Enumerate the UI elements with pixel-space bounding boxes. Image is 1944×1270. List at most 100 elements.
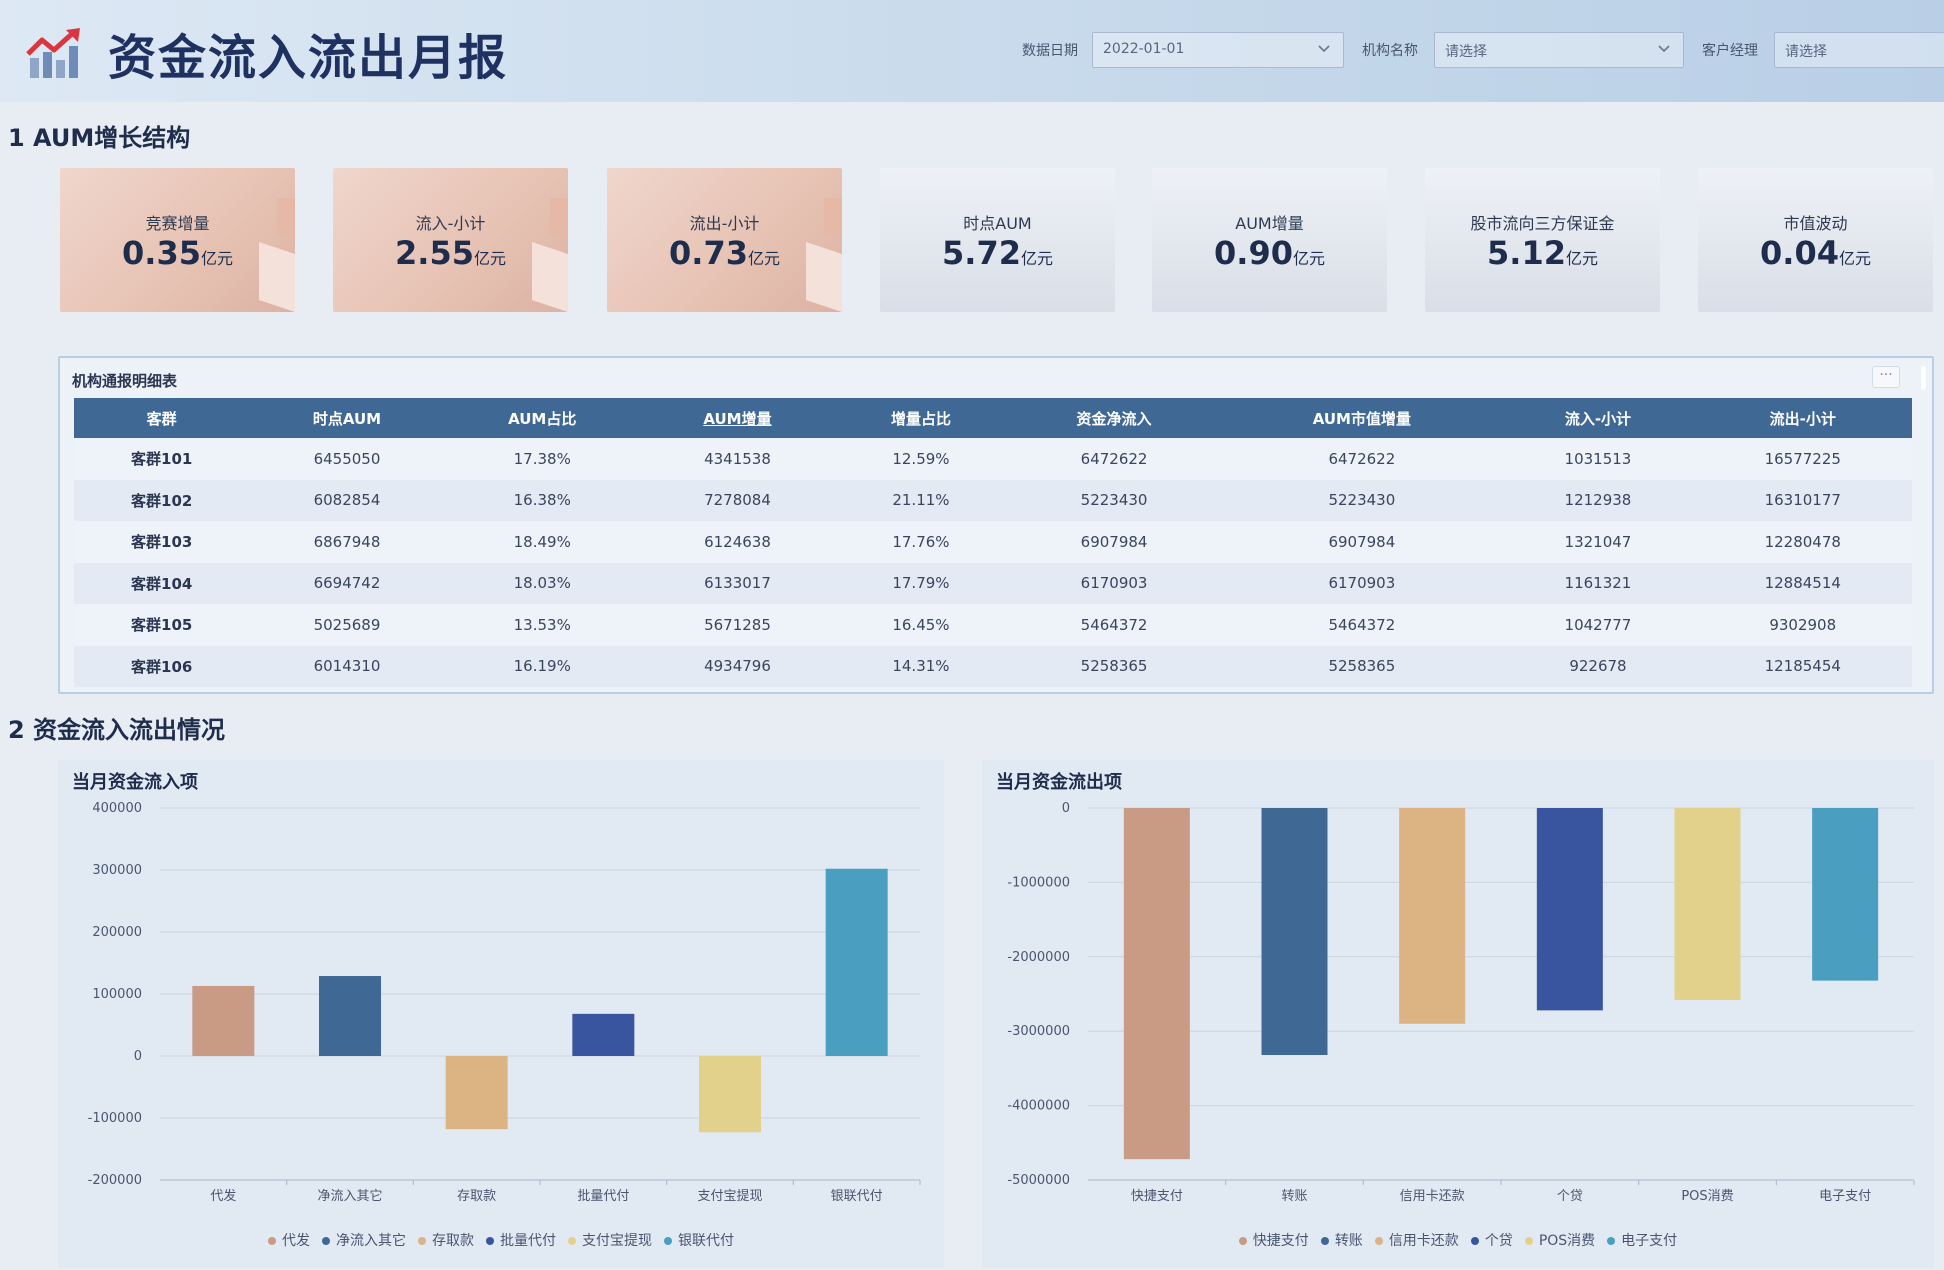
table-row[interactable]: 客群105 5025689 13.53% 5671285 16.45% 5464372 54… xyxy=(74,604,1912,646)
column-header[interactable]: 资金净流入 xyxy=(1006,398,1222,438)
bar-快捷支付 xyxy=(1123,808,1190,1160)
table-cell: 13.53% xyxy=(444,604,640,646)
table-cell: 6133017 xyxy=(639,562,836,604)
table-cell: 1321047 xyxy=(1502,521,1694,563)
date-select[interactable]: 2022-01-01 xyxy=(1092,32,1344,68)
table-title: 机构通报明细表 xyxy=(72,372,178,390)
table-cell: 客群104 xyxy=(74,562,250,604)
legend-item[interactable]: 信用卡还款 xyxy=(1374,1230,1459,1250)
bar-存取款 xyxy=(445,1056,508,1130)
kpi-value: 0.90亿元 xyxy=(1214,234,1325,272)
table-cell: 17.79% xyxy=(835,562,1007,604)
legend-dot-icon xyxy=(1524,1237,1533,1245)
table-row[interactable]: 客群106 6014310 16.19% 4934796 14.31% 5258365 52… xyxy=(74,645,1912,687)
legend-dot-icon xyxy=(1470,1237,1479,1245)
column-header[interactable]: 客群 xyxy=(74,398,250,438)
table-cell: 5258365 xyxy=(1221,645,1503,687)
y-tick-label: -4000000 xyxy=(1007,1099,1070,1114)
legend-item[interactable]: POS消费 xyxy=(1524,1230,1596,1250)
table-cell: 6170903 xyxy=(1006,562,1222,604)
inflow-chart: -200000 -100000 0 100000 200000 300000 400000 代… xyxy=(88,801,921,1204)
x-tick-label: 批量代付 xyxy=(577,1189,629,1204)
org-select[interactable]: 请选择 xyxy=(1434,32,1684,68)
table-cell: 14.31% xyxy=(835,645,1007,687)
legend-label: 转账 xyxy=(1334,1233,1363,1249)
legend-item[interactable]: 个贷 xyxy=(1470,1230,1513,1250)
table-cell: 6170903 xyxy=(1221,562,1503,604)
legend-item[interactable]: 银联代付 xyxy=(664,1230,734,1250)
legend-item[interactable]: 转账 xyxy=(1320,1230,1363,1250)
y-tick-label: -1000000 xyxy=(1007,875,1070,890)
table-header-row: 客群 时点AUM AUM占比 AUM增量 增量占比 资金净流入 AUM市值增量 … xyxy=(74,398,1912,438)
table-cell: 17.76% xyxy=(835,521,1007,563)
more-options-button[interactable]: ··· xyxy=(1872,366,1900,388)
column-header[interactable]: 流出-小计 xyxy=(1693,398,1912,438)
legend-dot-icon xyxy=(1238,1237,1247,1245)
kpi-card: AUM增量 0.90亿元 xyxy=(1152,168,1387,312)
table-cell: 客群102 xyxy=(74,479,250,521)
table-cell: 922678 xyxy=(1502,645,1694,687)
table-row[interactable]: 客群104 6694742 18.03% 6133017 17.79% 6170903 61… xyxy=(74,562,1912,604)
manager-select-value: 请选择 xyxy=(1785,44,1827,60)
table-row[interactable]: 客群103 6867948 18.49% 6124638 17.76% 6907984 69… xyxy=(74,521,1912,563)
org-select-value: 请选择 xyxy=(1445,44,1487,60)
kpi-label: 流入-小计 xyxy=(415,214,486,233)
table-cell: 16.38% xyxy=(444,479,640,521)
column-header[interactable]: 流入-小计 xyxy=(1502,398,1694,438)
chart-title: 当月资金流出项 xyxy=(996,772,1122,793)
legend-label: 存取款 xyxy=(432,1233,474,1249)
bar-银联代付 xyxy=(825,868,888,1056)
table-cell: 5671285 xyxy=(639,604,836,646)
column-header[interactable]: AUM市值增量 xyxy=(1221,398,1503,438)
kpi-label: 股市流向三方保证金 xyxy=(1470,214,1615,233)
y-tick-label: 0 xyxy=(134,1049,142,1064)
table-cell: 4934796 xyxy=(639,645,836,687)
legend-item[interactable]: 存取款 xyxy=(418,1230,474,1250)
bar-电子支付 xyxy=(1812,808,1879,981)
legend-label: 净流入其它 xyxy=(336,1233,406,1249)
legend-label: 银联代付 xyxy=(678,1233,734,1249)
legend-item[interactable]: 净流入其它 xyxy=(322,1230,406,1250)
card-decoration xyxy=(532,198,568,312)
filter-label-date: 数据日期 xyxy=(1022,43,1078,59)
scrollbar[interactable] xyxy=(1921,366,1926,390)
y-tick-label: 300000 xyxy=(92,863,142,878)
legend-item[interactable]: 代发 xyxy=(268,1230,310,1250)
manager-select[interactable]: 请选择 xyxy=(1774,32,1944,68)
table-cell: 9302908 xyxy=(1693,604,1912,646)
legend-label: POS消费 xyxy=(1538,1233,1596,1249)
x-tick-label: 个贷 xyxy=(1557,1189,1583,1204)
table-cell: 客群105 xyxy=(74,604,250,646)
table-row[interactable]: 客群101 6455050 17.38% 4341538 12.59% 6472622 64… xyxy=(74,438,1912,480)
column-header[interactable]: 时点AUM xyxy=(249,398,445,438)
legend-item[interactable]: 支付宝提现 xyxy=(568,1230,652,1250)
column-header[interactable]: 增量占比 xyxy=(835,398,1007,438)
kpi-card: 竞赛增量 0.35亿元 xyxy=(60,168,295,312)
table-cell: 12280478 xyxy=(1693,521,1912,563)
kpi-label: 市值波动 xyxy=(1783,214,1848,233)
y-tick-label: -3000000 xyxy=(1007,1024,1070,1039)
x-tick-label: 存取款 xyxy=(457,1189,496,1204)
column-header-sorted[interactable]: AUM增量 xyxy=(639,398,836,438)
table-cell: 1212938 xyxy=(1502,479,1694,521)
kpi-card: 时点AUM 5.72亿元 xyxy=(880,168,1115,312)
legend-dot-icon xyxy=(268,1237,276,1245)
kpi-value: 0.04亿元 xyxy=(1760,234,1871,272)
legend-label: 信用卡还款 xyxy=(1388,1233,1459,1249)
legend-dot-icon xyxy=(1607,1237,1616,1245)
legend-item[interactable]: 快捷支付 xyxy=(1238,1230,1309,1250)
legend-item[interactable]: 电子支付 xyxy=(1607,1230,1677,1250)
table-cell: 客群101 xyxy=(74,438,250,480)
kpi-value: 0.73亿元 xyxy=(669,234,780,272)
page-title: 资金流入流出月报 xyxy=(108,30,509,86)
table-row[interactable]: 客群102 6082854 16.38% 7278084 21.11% 5223430 52… xyxy=(74,479,1912,521)
x-tick-label: 转账 xyxy=(1281,1189,1307,1204)
column-header[interactable]: AUM占比 xyxy=(444,398,640,438)
legend-label: 代发 xyxy=(282,1233,310,1249)
table-cell: 1161321 xyxy=(1502,562,1694,604)
table-cell: 6455050 xyxy=(249,438,445,480)
legend-item[interactable]: 批量代付 xyxy=(486,1230,556,1250)
bar-净流入其它 xyxy=(319,976,381,1056)
bar-代发 xyxy=(192,985,255,1056)
date-select-value: 2022-01-01 xyxy=(1103,41,1185,57)
